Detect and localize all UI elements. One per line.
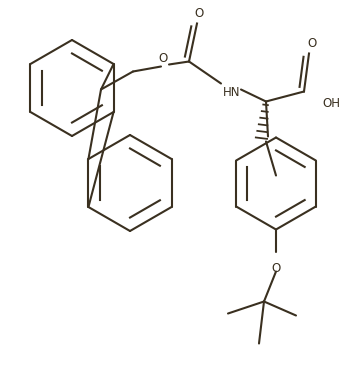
Text: HN: HN [223,85,240,99]
Text: O: O [307,37,316,50]
Text: O: O [194,7,204,20]
Text: O: O [158,52,168,65]
Text: OH: OH [322,97,340,110]
Text: O: O [271,261,281,274]
